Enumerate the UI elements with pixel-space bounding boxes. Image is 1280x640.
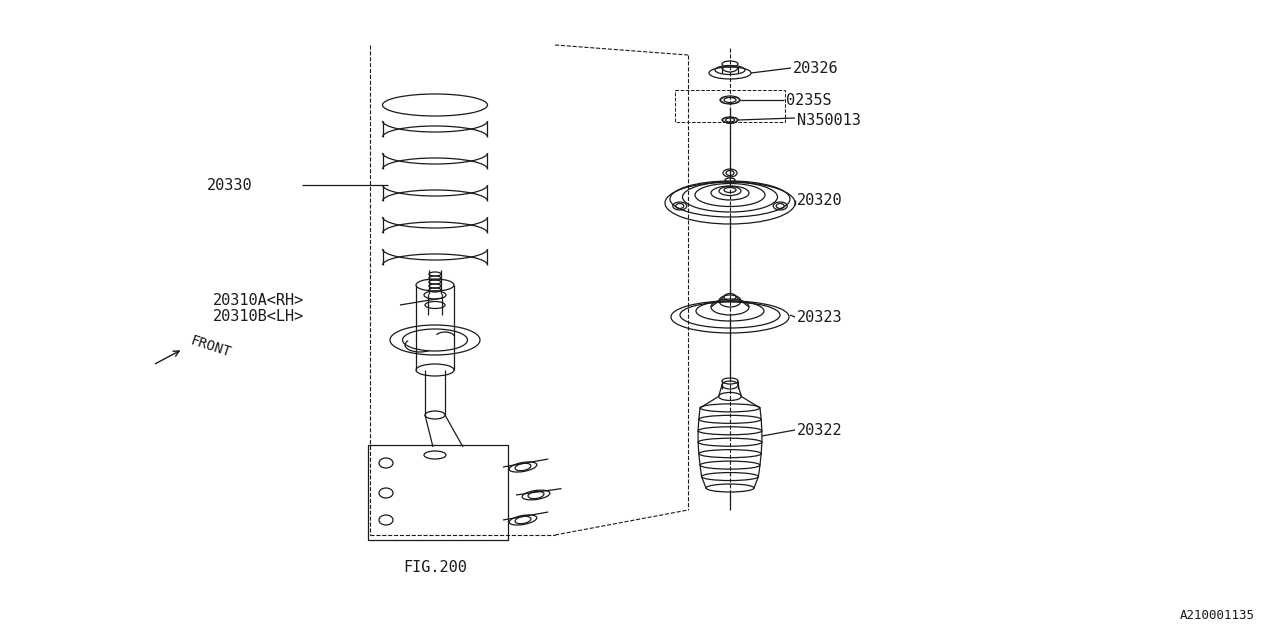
- Bar: [675, 90, 785, 122]
- Text: 20310A<RH>: 20310A<RH>: [212, 292, 305, 307]
- Text: A210001135: A210001135: [1180, 609, 1254, 622]
- Text: 20322: 20322: [797, 422, 842, 438]
- Text: FIG.200: FIG.200: [403, 561, 467, 575]
- Text: 20330: 20330: [207, 177, 252, 193]
- Text: 0235S: 0235S: [786, 93, 832, 108]
- Text: N350013: N350013: [797, 113, 861, 127]
- Text: FRONT: FRONT: [188, 334, 232, 360]
- Text: 20310B<LH>: 20310B<LH>: [212, 308, 305, 323]
- Bar: [369, 445, 508, 540]
- Text: 20326: 20326: [794, 61, 838, 76]
- Text: 20320: 20320: [797, 193, 842, 207]
- Text: 20323: 20323: [797, 310, 842, 324]
